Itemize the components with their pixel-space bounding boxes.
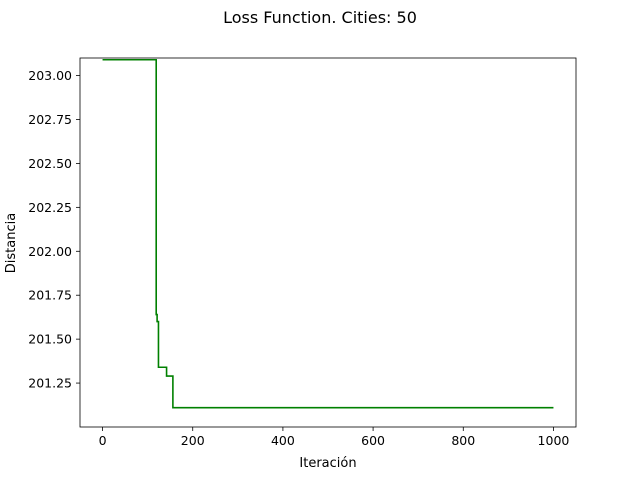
x-tick-label: 400	[271, 433, 295, 448]
y-tick-label: 203.00	[28, 68, 72, 83]
x-tick-label: 200	[181, 433, 205, 448]
y-axis-label: Distancia	[4, 213, 19, 273]
series-layer	[102, 58, 554, 409]
y-axis: 201.25 201.50 201.75 202.00 202.25 202.50 202.…	[28, 68, 80, 391]
y-tick-label: 201.25	[28, 376, 72, 391]
x-tick-label: 0	[99, 433, 107, 448]
x-tick-label: 800	[451, 433, 475, 448]
plot-area-frame	[79, 57, 577, 428]
y-tick-label: 201.75	[28, 288, 72, 303]
y-tick-label: 201.50	[28, 332, 72, 347]
chart-title: Loss Function. Cities: 50	[223, 8, 417, 27]
x-axis-label: Iteración	[299, 456, 356, 471]
loss-series-line	[102, 58, 554, 409]
x-tick-label: 1000	[538, 433, 570, 448]
x-axis: 0 200 400 600 800 1000	[99, 427, 570, 448]
y-tick-label: 202.50	[28, 156, 72, 171]
y-tick-label: 202.75	[28, 112, 72, 127]
y-tick-label: 202.25	[28, 200, 72, 215]
x-tick-label: 600	[361, 433, 385, 448]
y-tick-label: 202.00	[28, 244, 72, 259]
